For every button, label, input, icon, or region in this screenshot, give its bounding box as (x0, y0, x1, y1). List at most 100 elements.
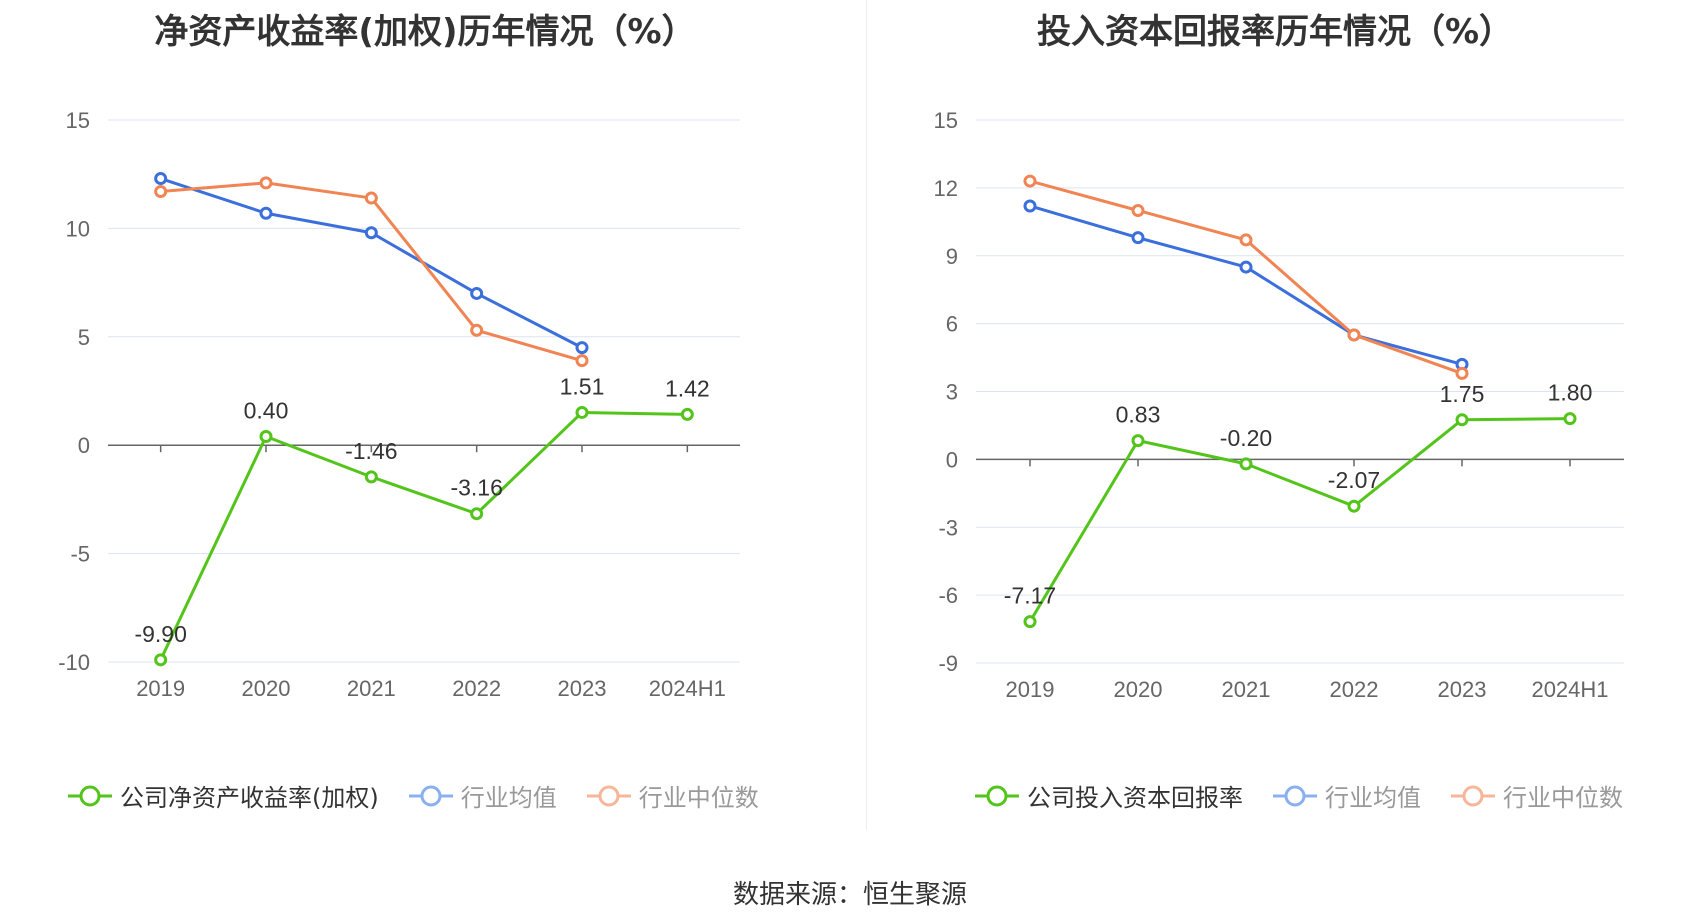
data-point-company (1455, 413, 1469, 427)
legend-line-marker-icon (68, 785, 112, 806)
roe-chart-panel: 净资产收益率(加权)历年情况（%） 15 10 5 0 -5 -10 2019 2020 202… (0, 0, 850, 830)
data-point-industry-avg (154, 172, 168, 186)
data-point-company (680, 407, 694, 421)
data-source-note: 数据来源：恒生聚源 (732, 880, 967, 910)
data-label: -0.20 (1220, 425, 1272, 451)
x-tick-label: 2024H1 (1531, 677, 1608, 702)
data-point-industry-avg (1131, 231, 1145, 245)
data-point-industry-median (1239, 233, 1253, 247)
legend-label: 公司投入资本回报率 (1027, 784, 1243, 812)
legend-label: 行业中位数 (1503, 784, 1623, 812)
y-tick-label: 10 (66, 216, 90, 241)
series-line-company (159, 410, 688, 661)
data-point-industry-median (575, 354, 589, 368)
data-point-industry-avg (470, 286, 484, 300)
legend-label: 公司净资产收益率(加权) (120, 784, 379, 812)
data-point-industry-median (1023, 174, 1037, 188)
y-tick-label: 6 (946, 312, 958, 337)
data-point-industry-median (1131, 204, 1145, 217)
x-tick-label: 2020 (1114, 677, 1163, 702)
data-label: -1.46 (345, 438, 397, 464)
series-line-industry-median (1029, 179, 1463, 375)
legend-line-marker-icon (586, 785, 631, 806)
data-point-industry-avg (364, 226, 378, 240)
data-point-industry-avg (259, 206, 273, 220)
x-tick-label: 2023 (1438, 677, 1487, 702)
data-point-company (1131, 434, 1145, 448)
data-point-company (1347, 499, 1361, 513)
y-tick-label: -6 (938, 583, 958, 608)
y-tick-label: 0 (946, 447, 958, 472)
x-tick-label: 2022 (1330, 677, 1379, 702)
legend-item-company[interactable]: 公司投入资本回报率 (975, 778, 1243, 813)
data-point-industry-avg (575, 341, 589, 355)
roe-line-chart: 15 10 5 0 -5 -10 2019 2020 2021 2022 2023 2024H1 -9.… (58, 108, 740, 701)
y-tick-label: 12 (934, 176, 958, 201)
data-point-company (364, 470, 378, 484)
y-tick-label: 5 (78, 325, 90, 350)
data-label: 1.80 (1548, 380, 1593, 406)
data-point-company (1563, 412, 1577, 426)
legend-item-industry-avg[interactable]: 行业均值 (1273, 778, 1421, 813)
series-line-industry-avg (1029, 204, 1463, 366)
y-tick-label: 9 (946, 244, 958, 269)
roic-chart-panel: 投入资本回报率历年情况（%） 15 12 9 6 3 0 -3 -6 -9 2019 2020 202… (850, 0, 1700, 830)
legend-line-marker-icon (1273, 785, 1317, 806)
x-tick-label: 2021 (1222, 677, 1271, 702)
data-label: -2.07 (1328, 467, 1380, 493)
y-tick-label: 15 (66, 108, 90, 133)
legend: 公司净资产收益率(加权) 行业均值 行业中位数 (68, 778, 759, 813)
legend-label: 行业均值 (1325, 784, 1421, 812)
legend-label: 行业中位数 (638, 784, 759, 812)
y-tick-label: -10 (58, 650, 90, 675)
legend: 公司投入资本回报率 行业均值 行业中位数 (975, 778, 1623, 813)
data-label: 0.83 (1116, 402, 1161, 428)
x-tick-label: 2019 (1006, 677, 1055, 702)
data-label: -7.17 (1004, 583, 1056, 609)
x-tick-label: 2020 (242, 676, 291, 701)
x-tick-label: 2024H1 (649, 676, 726, 701)
data-point-company (1239, 457, 1253, 471)
data-point-company (259, 430, 273, 444)
data-point-company (575, 405, 589, 419)
data-label: 1.75 (1440, 381, 1485, 407)
data-point-company (1023, 615, 1037, 629)
legend-item-industry-median[interactable]: 行业中位数 (586, 778, 759, 813)
x-tick-label: 2022 (452, 676, 501, 701)
chart-title: 投入资本回报率历年情况（%） (1036, 12, 1514, 52)
legend-item-industry-median[interactable]: 行业中位数 (1451, 778, 1623, 813)
data-point-company (470, 507, 484, 521)
data-point-industry-median (364, 191, 378, 205)
data-point-industry-median (1455, 366, 1469, 380)
legend-line-marker-icon (1451, 785, 1495, 806)
legend-item-company[interactable]: 公司净资产收益率(加权) (68, 778, 379, 813)
data-label: 1.42 (665, 375, 710, 401)
x-tick-label: 2021 (347, 676, 396, 701)
data-point-company (154, 653, 168, 667)
y-tick-label: -9 (938, 651, 958, 676)
data-label: -9.90 (134, 621, 186, 647)
y-tick-label: 0 (78, 433, 90, 458)
data-point-industry-median (259, 176, 273, 190)
legend-item-industry-avg[interactable]: 行业均值 (408, 778, 557, 813)
legend-label: 行业均值 (460, 784, 557, 812)
data-point-industry-median (470, 323, 484, 337)
data-label: 0.40 (244, 398, 289, 424)
y-tick-label: -5 (70, 542, 90, 567)
x-tick-label: 2023 (558, 676, 607, 701)
y-tick-label: 15 (934, 108, 958, 133)
data-label: 1.51 (560, 373, 605, 399)
panel-divider (866, 0, 867, 830)
data-label: -3.16 (450, 475, 502, 501)
series-line-company (1028, 417, 1571, 623)
roic-line-chart: 15 12 9 6 3 0 -3 -6 -9 2019 2020 2021 2022 2023 2024H1… (934, 108, 1624, 702)
legend-line-marker-icon (408, 785, 453, 806)
data-point-industry-median (1347, 328, 1361, 342)
data-point-industry-median (154, 185, 168, 199)
chart-title: 净资产收益率(加权)历年情况（%） (154, 12, 696, 52)
y-tick-label: 3 (946, 380, 958, 405)
y-tick-label: -3 (938, 515, 958, 540)
legend-line-marker-icon (975, 785, 1019, 806)
data-point-industry-avg (1239, 260, 1253, 274)
data-point-industry-avg (1023, 199, 1037, 213)
